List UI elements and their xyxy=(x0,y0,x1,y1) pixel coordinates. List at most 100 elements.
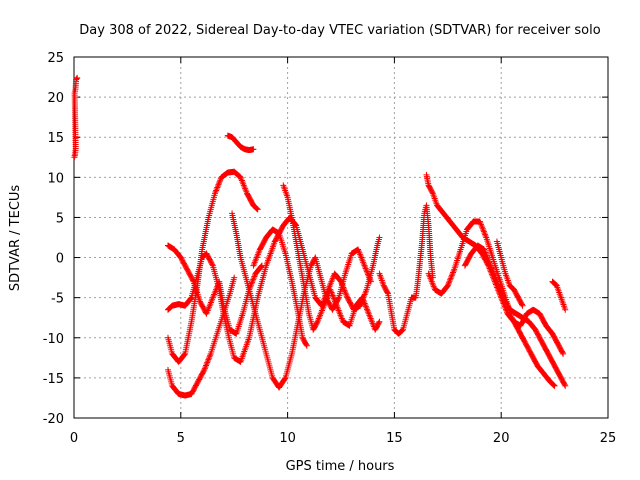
data-point xyxy=(480,228,487,235)
data-point xyxy=(560,350,567,357)
y-tick-label: 5 xyxy=(56,211,64,226)
y-tick-label: -20 xyxy=(43,412,64,427)
data-point xyxy=(361,300,368,307)
y-tick-label: 10 xyxy=(47,171,64,186)
y-tick-label: 25 xyxy=(47,51,64,66)
data-point xyxy=(376,318,383,325)
data-point xyxy=(360,297,367,304)
data-point xyxy=(257,264,264,271)
chart-title: Day 308 of 2022, Sidereal Day-to-day VTE… xyxy=(79,23,600,38)
data-point xyxy=(254,205,261,212)
data-point xyxy=(187,295,194,302)
data-point xyxy=(331,296,338,303)
data-point xyxy=(329,292,336,299)
data-point xyxy=(73,75,80,82)
data-point xyxy=(215,181,222,188)
y-tick-labels: -20 -15 -10 -5 0 5 10 15 20 25 xyxy=(43,51,64,427)
data-point xyxy=(258,262,265,269)
data-point xyxy=(491,272,498,279)
data-point xyxy=(499,291,506,298)
data-point xyxy=(483,252,490,259)
data-point xyxy=(484,253,491,260)
data-point xyxy=(74,74,81,81)
data-point xyxy=(490,269,497,276)
y-tick-label: 0 xyxy=(56,252,64,267)
data-point xyxy=(205,355,212,362)
data-point xyxy=(445,281,452,288)
data-point xyxy=(343,291,350,298)
data-point xyxy=(476,218,483,225)
data-point xyxy=(364,271,371,278)
data-point xyxy=(367,278,374,285)
data-point xyxy=(445,279,452,286)
data-point xyxy=(322,299,329,306)
data-point xyxy=(488,265,495,272)
data-point xyxy=(384,289,391,296)
data-point xyxy=(320,302,327,309)
data-point xyxy=(551,382,558,389)
data-point xyxy=(212,188,219,195)
data-point xyxy=(450,269,457,276)
data-point xyxy=(481,247,488,254)
data-point xyxy=(250,274,257,281)
x-tick-label: 0 xyxy=(70,431,78,446)
data-point xyxy=(258,263,265,270)
data-point xyxy=(359,296,366,303)
grid-lines xyxy=(74,57,608,418)
data-point xyxy=(491,271,498,278)
data-point xyxy=(181,351,188,358)
data-point xyxy=(398,327,405,334)
data-point xyxy=(487,262,494,269)
data-point xyxy=(189,277,196,284)
data-point xyxy=(362,264,369,271)
data-point xyxy=(361,262,368,269)
x-tick-label: 15 xyxy=(386,431,403,446)
data-points xyxy=(71,74,569,399)
y-axis-label: SDTVAR / TECUs xyxy=(8,185,23,292)
series-track-d xyxy=(164,168,261,365)
data-point xyxy=(559,349,566,356)
data-point xyxy=(365,272,372,279)
data-point xyxy=(213,186,220,193)
data-point xyxy=(366,274,373,281)
data-point xyxy=(364,307,371,314)
data-point xyxy=(213,187,220,194)
data-point xyxy=(327,288,334,295)
data-point xyxy=(448,272,455,279)
data-point xyxy=(328,289,335,296)
data-point xyxy=(429,189,436,196)
data-point xyxy=(206,353,213,360)
data-point xyxy=(249,279,256,286)
data-point xyxy=(250,146,257,153)
y-tick-label: -10 xyxy=(43,332,64,347)
data-point xyxy=(216,180,223,187)
data-point xyxy=(486,259,493,266)
plot-frame xyxy=(73,56,609,419)
data-point xyxy=(492,275,499,282)
data-point xyxy=(489,266,496,273)
data-point xyxy=(323,295,330,302)
data-point xyxy=(376,234,383,241)
series-track-n xyxy=(493,238,526,309)
data-point xyxy=(281,375,288,382)
data-point xyxy=(486,261,493,268)
data-point xyxy=(562,306,569,313)
data-point xyxy=(330,293,337,300)
data-point xyxy=(363,268,370,275)
series-track-h xyxy=(280,182,383,333)
data-point xyxy=(561,381,568,388)
data-point xyxy=(499,293,506,300)
data-point xyxy=(342,290,349,297)
data-point xyxy=(362,265,369,272)
data-point xyxy=(359,294,366,301)
data-point xyxy=(322,298,329,305)
data-point xyxy=(450,268,457,275)
data-point xyxy=(495,282,502,289)
data-point xyxy=(492,274,499,281)
data-point xyxy=(375,319,382,326)
data-point xyxy=(362,303,369,310)
x-tick-label: 25 xyxy=(600,431,617,446)
data-point xyxy=(480,227,487,234)
data-point xyxy=(343,293,350,300)
series-track-o xyxy=(549,278,569,313)
